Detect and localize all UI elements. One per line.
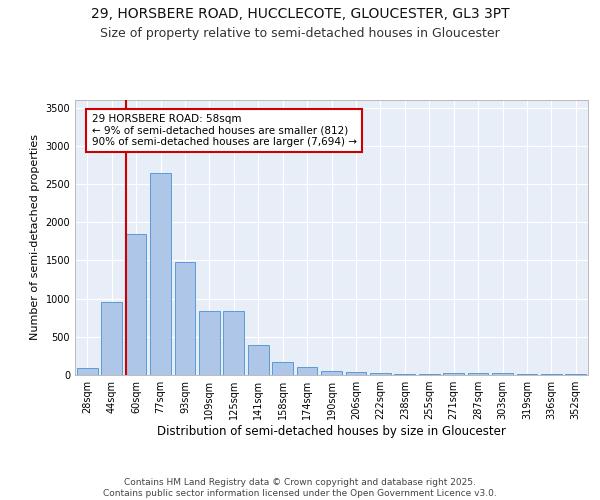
Bar <box>541 374 562 375</box>
Bar <box>492 374 513 375</box>
Bar <box>248 345 269 375</box>
Bar <box>321 371 342 375</box>
Text: 29 HORSBERE ROAD: 58sqm
← 9% of semi-detached houses are smaller (812)
90% of se: 29 HORSBERE ROAD: 58sqm ← 9% of semi-det… <box>92 114 356 147</box>
Bar <box>125 234 146 375</box>
Bar <box>394 374 415 375</box>
Text: Size of property relative to semi-detached houses in Gloucester: Size of property relative to semi-detach… <box>100 28 500 40</box>
Bar <box>517 374 538 375</box>
Bar <box>77 368 98 375</box>
Bar <box>467 374 488 375</box>
Bar <box>101 302 122 375</box>
Bar <box>223 311 244 375</box>
Bar <box>370 372 391 375</box>
Text: 29, HORSBERE ROAD, HUCCLECOTE, GLOUCESTER, GL3 3PT: 29, HORSBERE ROAD, HUCCLECOTE, GLOUCESTE… <box>91 8 509 22</box>
Bar <box>175 262 196 375</box>
Text: Contains HM Land Registry data © Crown copyright and database right 2025.
Contai: Contains HM Land Registry data © Crown c… <box>103 478 497 498</box>
Bar <box>419 374 440 375</box>
Bar <box>443 373 464 375</box>
Bar <box>272 362 293 375</box>
X-axis label: Distribution of semi-detached houses by size in Gloucester: Distribution of semi-detached houses by … <box>157 425 506 438</box>
Bar <box>199 311 220 375</box>
Bar <box>565 374 586 375</box>
Bar <box>346 372 367 375</box>
Bar <box>296 366 317 375</box>
Y-axis label: Number of semi-detached properties: Number of semi-detached properties <box>30 134 40 340</box>
Bar <box>150 172 171 375</box>
